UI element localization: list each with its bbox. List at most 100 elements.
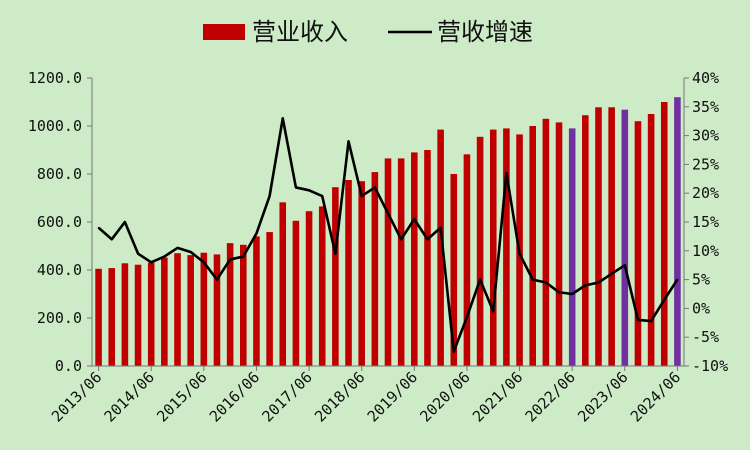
revenue-bar xyxy=(463,154,471,366)
revenue-bar xyxy=(161,257,168,366)
revenue-bar xyxy=(384,158,392,366)
x-axis-tick-label: 2020/06 xyxy=(416,368,473,425)
legend-bar-label: 营业收入 xyxy=(252,18,348,46)
growth-rate-point xyxy=(281,117,284,120)
revenue-bar xyxy=(134,264,142,366)
left-axis-tick-label: 0.0 xyxy=(55,357,82,375)
growth-rate-point xyxy=(110,238,113,241)
left-axis-tick-label: 600.0 xyxy=(37,213,82,231)
revenue-bar xyxy=(424,150,431,366)
growth-rate-point xyxy=(624,264,626,267)
revenue-bar xyxy=(345,180,352,366)
revenue-bar xyxy=(187,255,194,366)
revenue-bar xyxy=(411,152,418,366)
revenue-bar xyxy=(647,114,655,366)
revenue-bar xyxy=(568,128,576,366)
right-axis-tick-label: 15% xyxy=(692,213,719,231)
x-axis-tick-label: 2023/06 xyxy=(574,368,631,425)
legend-bar-swatch xyxy=(203,24,245,40)
growth-rate-point xyxy=(466,316,468,318)
growth-rate-point xyxy=(413,218,416,220)
growth-rate-point xyxy=(176,247,179,249)
growth-rate-point xyxy=(400,238,402,241)
growth-line-layer xyxy=(97,117,679,353)
revenue-bar xyxy=(529,126,536,366)
growth-rate-point xyxy=(295,186,297,189)
growth-rate-point xyxy=(242,255,245,258)
growth-rate-point xyxy=(571,293,573,295)
right-axis-tick-label: -5% xyxy=(692,328,719,346)
growth-rate-point xyxy=(150,261,152,264)
right-axis-tick-label: 30% xyxy=(692,127,719,145)
revenue-bar xyxy=(660,102,668,366)
revenue-bar xyxy=(489,129,497,366)
x-axis-tick-label: 2016/06 xyxy=(206,368,263,425)
revenue-bar xyxy=(621,109,629,367)
revenue-bar xyxy=(397,158,405,366)
revenue-bar xyxy=(174,253,181,366)
growth-rate-point xyxy=(492,310,495,313)
revenue-bar xyxy=(305,211,313,366)
revenue-bar xyxy=(121,263,129,366)
left-axis-tick-label: 200.0 xyxy=(37,309,82,327)
growth-rate-point xyxy=(189,251,192,253)
growth-rate-point xyxy=(308,189,310,192)
left-axis-tick-label: 1200.0 xyxy=(28,69,82,87)
revenue-bar xyxy=(147,262,155,366)
legend-line-label: 营收增速 xyxy=(437,18,533,46)
revenue-bar xyxy=(555,122,563,367)
growth-rate-point xyxy=(374,186,376,189)
left-axis-tick-label: 400.0 xyxy=(37,261,82,279)
revenue-bar xyxy=(358,181,365,366)
revenue-bar xyxy=(266,232,273,366)
revenue-bar xyxy=(437,129,444,366)
revenue-bar xyxy=(95,268,102,366)
growth-rate-point xyxy=(347,140,350,143)
revenue-bar xyxy=(108,268,116,366)
x-axis-tick-label: 2018/06 xyxy=(311,368,368,425)
revenue-bar xyxy=(634,121,642,366)
growth-rate-point xyxy=(203,261,205,264)
x-axis-tick-label: 2021/06 xyxy=(469,368,526,425)
growth-rate-point xyxy=(584,284,587,287)
revenue-bar xyxy=(595,107,602,366)
growth-rate-point xyxy=(137,252,139,255)
growth-rate-point xyxy=(505,172,508,174)
growth-rate-point xyxy=(545,281,547,284)
growth-rate-point xyxy=(216,278,218,281)
revenue-bar xyxy=(476,136,484,366)
growth-rate-point xyxy=(531,278,534,281)
growth-rate-point xyxy=(676,278,679,281)
growth-rate-point xyxy=(439,226,442,229)
revenue-bar xyxy=(279,202,287,366)
left-axis-tick-label: 800.0 xyxy=(37,165,82,183)
right-axis-tick-label: 40% xyxy=(692,69,719,87)
revenue-bar xyxy=(226,243,234,366)
right-axis-tick-label: 20% xyxy=(692,184,719,202)
right-axis-tick-label: 5% xyxy=(692,271,710,289)
right-axis-tick-label: 25% xyxy=(692,155,719,173)
growth-rate-point xyxy=(558,291,560,294)
revenue-bar xyxy=(318,206,326,366)
x-axis-tick-label: 2015/06 xyxy=(153,368,210,425)
revenue-bar xyxy=(450,174,458,366)
revenue-bar xyxy=(674,97,681,366)
growth-rate-point xyxy=(518,252,521,255)
x-axis-tick-label: 2019/06 xyxy=(364,368,421,425)
growth-rate-point xyxy=(479,278,481,281)
growth-rate-point xyxy=(426,238,429,241)
x-axis-tick-label: 2022/06 xyxy=(522,368,579,425)
growth-rate-point xyxy=(124,221,126,223)
growth-rate-point xyxy=(663,298,666,301)
revenue-bar xyxy=(253,236,260,366)
revenue-bar xyxy=(240,244,247,366)
revenue-bar xyxy=(582,115,589,366)
revenue-bar xyxy=(200,252,208,366)
x-axis-tick-label: 2017/06 xyxy=(258,368,315,425)
growth-rate-point xyxy=(637,319,639,321)
x-axis-tick-label: 2013/06 xyxy=(48,368,105,425)
growth-rate-point xyxy=(97,226,100,229)
revenue-bars xyxy=(95,97,681,367)
growth-rate-point xyxy=(163,255,166,258)
growth-rate-point xyxy=(610,273,613,275)
